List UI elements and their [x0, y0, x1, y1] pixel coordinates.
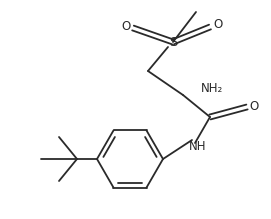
Text: NH₂: NH₂	[201, 83, 223, 95]
Text: O: O	[121, 19, 131, 32]
Text: S: S	[169, 35, 177, 48]
Text: O: O	[249, 99, 259, 113]
Text: NH: NH	[189, 141, 207, 154]
Text: O: O	[213, 18, 222, 32]
